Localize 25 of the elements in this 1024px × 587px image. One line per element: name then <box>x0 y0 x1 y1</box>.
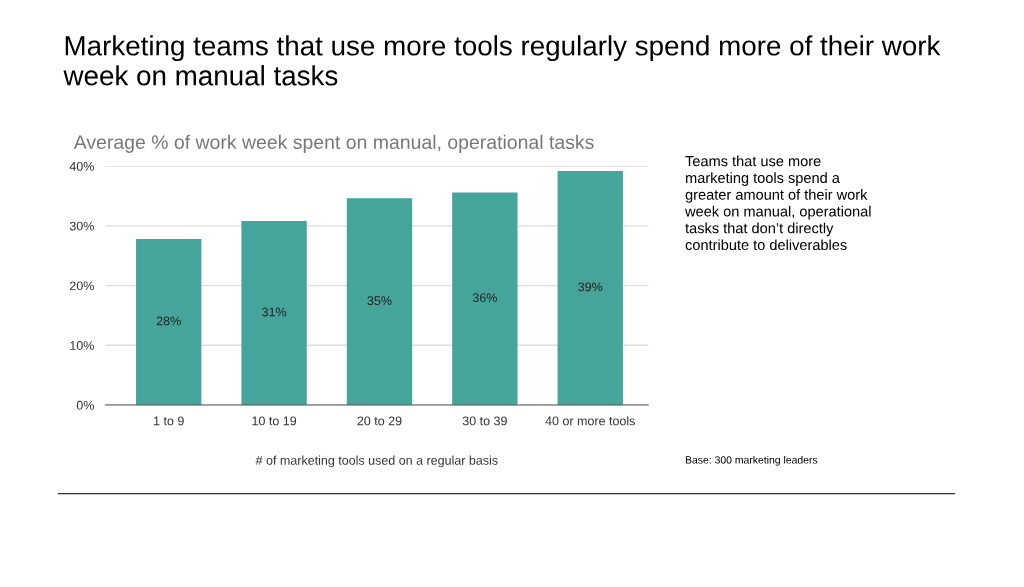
text: Teams that use more marketing tools spend a greater amount of their work week on manual, operational tasks that don’t directly contribute to deliverables <box>685 155 871 251</box>
bar <box>136 238 202 406</box>
bar <box>241 221 307 406</box>
data-label: 31% <box>262 307 287 317</box>
x-tick-label: 20 to 29 <box>357 416 402 426</box>
text: Base: 300 marketing leaders <box>685 455 818 466</box>
y-tick-label: 30% <box>69 221 94 231</box>
x-tick-label: 10 to 19 <box>252 416 297 426</box>
bar <box>557 170 623 406</box>
y-tick-label: 10% <box>70 341 94 350</box>
chart-title: Marketing teams that use more tools regularly spend more of their work week on manual tasks <box>63 35 941 86</box>
x-tick-label: 30 to 39 <box>462 416 507 426</box>
y-tick-label: 40% <box>69 161 94 171</box>
x-tick-label: 1 to 9 <box>154 416 184 426</box>
bar <box>452 192 518 406</box>
data-label: 36% <box>472 293 497 303</box>
y-tick-label: 0% <box>76 400 94 410</box>
data-label: 35% <box>367 296 392 306</box>
y-tick-label: 20% <box>69 281 94 291</box>
x-axis-title: # of marketing tools used on a regular basis <box>255 455 498 468</box>
data-label: 39% <box>578 282 603 292</box>
bar <box>346 198 413 406</box>
data-label: 28% <box>156 316 181 326</box>
x-tick-label: 40 or more tools <box>545 416 635 426</box>
chart-subtitle: Average % of work week spent on manual, operational tasks <box>73 134 594 153</box>
